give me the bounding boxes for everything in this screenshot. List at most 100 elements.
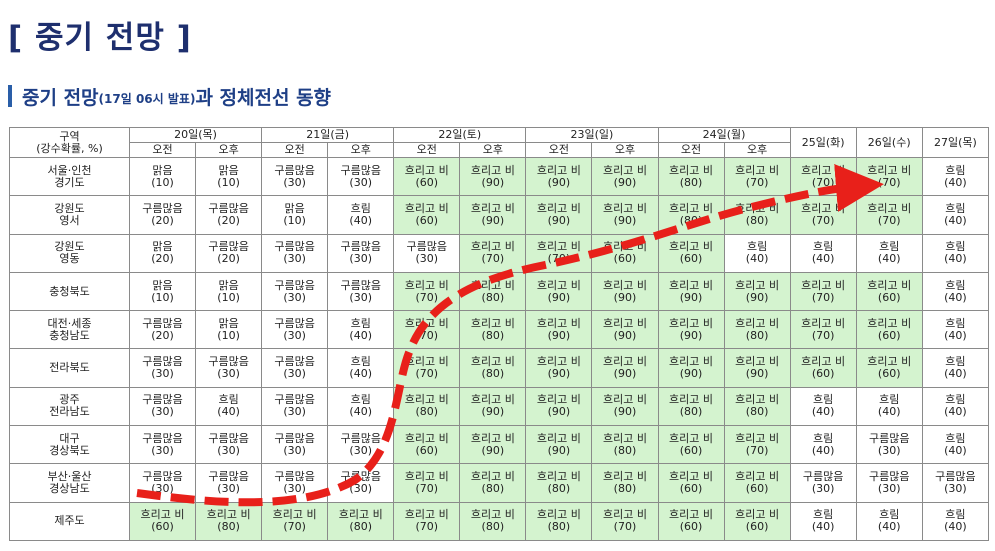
precip-prob: (60): [679, 252, 703, 266]
heading-bar-icon: [8, 85, 12, 107]
precip-prob: (70): [481, 252, 505, 266]
forecast-cell: 구름많음 (30): [128, 425, 197, 465]
pm-header: 오후: [195, 142, 263, 158]
precip-prob: (30): [283, 482, 306, 496]
forecast-cell: 흐리고 비 (80): [657, 195, 725, 235]
precip-prob: (40): [944, 252, 967, 266]
precip-prob: (90): [613, 175, 637, 189]
heading-main: 중기 전망: [22, 86, 99, 109]
day-header: 25일(화): [789, 127, 857, 158]
weather-text: 흐림: [945, 201, 966, 215]
forecast-cell: 맑음 (10): [195, 271, 263, 312]
precip-prob: (70): [415, 290, 439, 304]
precip-prob: (80): [481, 520, 505, 534]
precip-prob: (30): [349, 290, 373, 304]
forecast-cell: 흐리고 비 (70): [261, 501, 329, 542]
weather-text: 흐리고 비: [470, 431, 515, 445]
precip-prob: (70): [811, 290, 835, 304]
region-name: 광주: [59, 393, 80, 407]
precip-prob: (30): [283, 252, 306, 266]
forecast-cell: 흐림 (40): [921, 348, 990, 388]
weather-text: 흐리고 비: [404, 431, 449, 445]
weather-text: 흐림: [879, 240, 900, 254]
precip-prob: (60): [679, 482, 703, 496]
precip-prob: (30): [283, 290, 306, 304]
weather-text: 흐리고 비: [867, 278, 912, 292]
region-name: 충청북도: [49, 284, 90, 298]
precip-prob: (90): [613, 405, 637, 419]
precip-prob: (30): [151, 482, 174, 496]
precip-prob: (40): [217, 405, 240, 419]
precip-prob: (40): [944, 443, 967, 457]
forecast-cell: 구름많음 (30): [327, 233, 395, 273]
weather-text: 흐리고 비: [602, 431, 647, 445]
precip-prob: (40): [349, 405, 373, 419]
precip-prob: (80): [481, 482, 505, 496]
weather-text: 흐리고 비: [536, 278, 581, 292]
precip-prob: (80): [679, 175, 703, 189]
forecast-cell: 흐리고 비 (70): [393, 463, 461, 503]
forecast-cell: 흐리고 비 (60): [393, 195, 461, 235]
forecast-cell: 흐리고 비 (70): [789, 195, 857, 235]
table-row: 충청북도 맑음 (10) 맑음 (10) 구름많음 (30) 구름많음 (30) 흐리고 비 (70…: [9, 271, 990, 312]
region-name: 영서: [59, 213, 80, 227]
precip-prob: (70): [415, 328, 439, 342]
forecast-cell: 구름많음 (30): [261, 348, 329, 388]
forecast-cell: 흐리고 비 (70): [393, 271, 461, 312]
precip-prob: (90): [547, 328, 571, 342]
precip-prob: (90): [547, 405, 571, 419]
precip-prob: (80): [745, 328, 769, 342]
forecast-cell: 흐리고 비 (70): [789, 271, 857, 312]
forecast-cell: 흐리고 비 (90): [657, 348, 725, 388]
day-header: 20일(목): [128, 127, 263, 143]
weather-text: 흐림: [813, 431, 834, 445]
forecast-cell: 흐리고 비 (90): [723, 271, 791, 312]
forecast-cell: 흐리고 비 (90): [591, 271, 659, 312]
precip-prob: (30): [349, 482, 373, 496]
forecast-cell: 흐리고 비 (60): [723, 463, 791, 503]
forecast-cell: 흐리고 비 (90): [591, 156, 659, 197]
precip-prob: (40): [944, 520, 967, 534]
weather-text: 구름많음: [274, 163, 315, 177]
precip-prob: (70): [547, 252, 571, 266]
precip-prob: (30): [151, 443, 174, 457]
forecast-cell: 구름많음 (30): [327, 425, 395, 465]
weather-text: 흐리고 비: [867, 316, 912, 330]
weather-text: 흐리고 비: [602, 508, 647, 522]
weather-text: 구름많음: [142, 431, 183, 445]
forecast-cell: 구름많음 (30): [393, 233, 461, 273]
weather-text: 흐리고 비: [536, 508, 581, 522]
forecast-cell: 흐림 (40): [327, 310, 395, 350]
precip-prob: (90): [613, 367, 637, 381]
precip-prob: (10): [217, 328, 240, 342]
forecast-cell: 흐리고 비 (60): [657, 463, 725, 503]
precip-prob: (10): [151, 290, 174, 304]
precip-prob: (80): [679, 405, 703, 419]
table-row: 광주 전라남도 구름많음 (30) 흐림 (40) 구름많음 (30) 흐림 (40) 흐리고 비(…: [9, 386, 990, 427]
precip-prob: (70): [877, 175, 901, 189]
forecast-cell: 구름많음 (30): [128, 348, 197, 388]
precip-prob: (10): [217, 290, 240, 304]
forecast-cell: 흐리고 비 (90): [525, 425, 593, 465]
region-cell: 부산·울산 경상남도: [9, 463, 130, 503]
region-cell: 강원도 영동: [9, 233, 130, 273]
forecast-cell: 흐리고 비 (90): [525, 310, 593, 350]
precip-prob: (90): [613, 290, 637, 304]
forecast-cell: 흐림 (40): [789, 233, 857, 273]
forecast-cell: 구름많음 (30): [789, 463, 857, 503]
precip-prob: (30): [811, 482, 835, 496]
forecast-cell: 구름많음 (30): [327, 156, 395, 197]
forecast-cell: 흐리고 비 (60): [723, 501, 791, 542]
precip-prob: (40): [877, 520, 901, 534]
forecast-cell: 흐리고 비 (80): [723, 310, 791, 350]
weather-text: 흐림: [945, 393, 966, 407]
precip-prob: (60): [415, 175, 439, 189]
precip-prob: (40): [944, 290, 967, 304]
forecast-cell: 흐리고 비 (60): [657, 425, 725, 465]
precip-prob: (70): [745, 443, 769, 457]
precip-prob: (30): [283, 367, 306, 381]
forecast-cell: 흐리고 비 (70): [591, 501, 659, 542]
forecast-cell: 흐리고 비 (60): [128, 501, 197, 542]
weather-text: 맑음: [152, 278, 173, 292]
weather-text: 흐리고 비: [338, 508, 383, 522]
